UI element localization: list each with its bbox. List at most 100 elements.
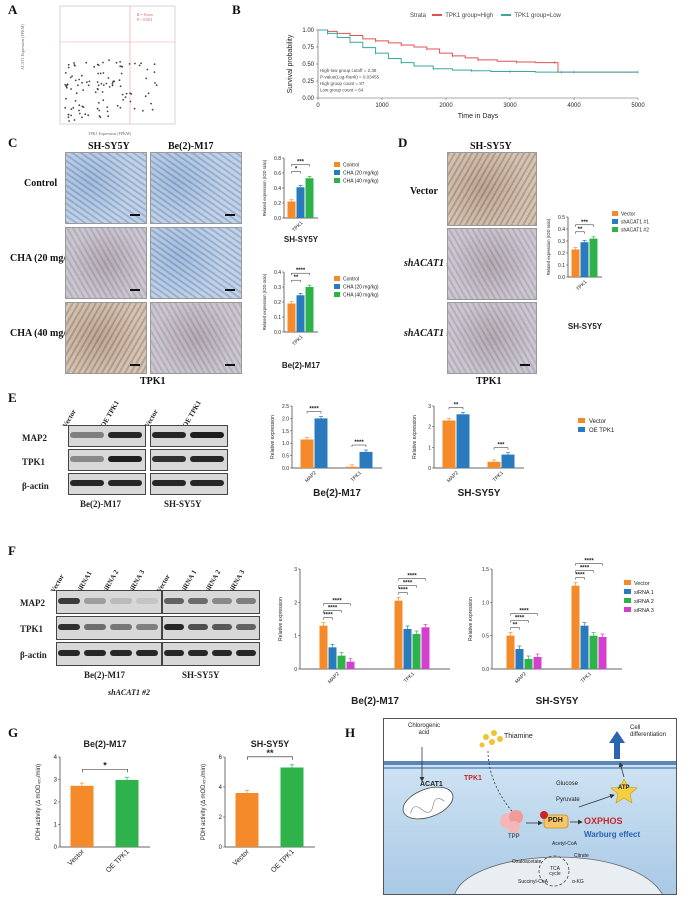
significance-label: **: [578, 227, 583, 233]
y-tick-label: 0.5: [482, 634, 489, 640]
scatter-point: [67, 66, 70, 69]
significance-label: ****: [575, 573, 585, 579]
scatter-point: [102, 99, 105, 102]
ihc-sh-cha40: [65, 302, 147, 374]
h-oxphos: OXPHOS: [584, 816, 623, 826]
blot-membrane: [150, 473, 228, 495]
h-glucose: Glucose: [556, 781, 579, 787]
scatter-point: [73, 62, 75, 64]
chart-title: SH-SY5Y: [284, 235, 319, 244]
legend-swatch: [334, 170, 340, 175]
y-axis-label: Related expression (IOD ratio): [262, 273, 267, 330]
scale-bar: [225, 289, 235, 291]
h-pyruvate: Pyruvate: [556, 797, 580, 803]
scatter-point: [64, 83, 67, 86]
y-tick-label: 1: [294, 634, 297, 640]
y-tick-label: 0: [219, 845, 223, 851]
scatter-point: [78, 78, 80, 81]
bar: [487, 461, 501, 468]
blot-band: [164, 650, 184, 656]
blot-membrane: [68, 425, 146, 447]
significance-bracket: [291, 272, 310, 276]
legend-label: Control: [343, 163, 359, 169]
h-tpp: TPP: [508, 834, 520, 840]
y-tick-label: 1.5: [482, 567, 489, 573]
scatter-point: [112, 80, 115, 82]
scale-bar: [130, 214, 140, 216]
significance-bracket: [575, 563, 603, 566]
ihc-d-sh1: [447, 228, 537, 300]
significance-bracket: [575, 224, 594, 227]
significance-bracket: [291, 164, 310, 167]
scatter-point: [96, 81, 99, 83]
bar: [287, 201, 296, 218]
bar: [70, 785, 94, 847]
significance-label: ****: [580, 566, 590, 572]
scatter-point: [99, 72, 102, 75]
blot-band: [84, 650, 106, 656]
scatter-point: [98, 109, 101, 112]
significance-label: *: [295, 166, 298, 172]
scatter-point: [64, 106, 67, 109]
legend-swatch: [334, 284, 340, 289]
x-tick-label: TPK1: [291, 334, 304, 347]
blot-band: [58, 624, 80, 630]
scatter-point: [107, 77, 110, 79]
chart-title: SH-SY5Y: [536, 696, 579, 707]
blot-band: [190, 432, 224, 438]
h-tpk1: TPK1: [464, 775, 482, 782]
y-axis-label: Related expression (IOD ratio): [546, 218, 551, 275]
significance-bracket: [351, 444, 367, 448]
bar: [235, 793, 259, 847]
km-legend-low: TPK1 group=Low: [514, 13, 561, 19]
legend-label: CHA (20 mg/kg): [343, 285, 379, 291]
x-tick-label: TPK1: [350, 470, 363, 483]
significance-bracket: [448, 407, 464, 410]
km-stat: Low group count = 64: [320, 88, 364, 93]
scatter-point: [144, 95, 147, 98]
scatter-point: [122, 98, 125, 101]
blot-band: [152, 480, 186, 486]
bar: [359, 451, 373, 468]
km-legend-low-swatch: [500, 14, 511, 16]
y-tick-label: 0.75: [302, 45, 314, 51]
x-tick-label: OE TPK1: [105, 848, 131, 874]
legend-entry: OE TPK1: [578, 427, 614, 436]
y-axis-label: Relative expression: [412, 415, 418, 459]
h-thiamine: Thiamine: [504, 733, 533, 740]
y-tick-label: 1.0: [282, 441, 289, 447]
panel-letter-a: A: [8, 2, 18, 17]
scatter-point: [87, 84, 90, 87]
blot-sublabel: shACAT1 #2: [108, 688, 151, 697]
y-tick-label: 0.4: [558, 227, 565, 233]
scatter-point: [99, 116, 102, 119]
scatter-point: [70, 108, 73, 111]
y-tick-label: 3: [54, 778, 58, 784]
x-tick-label: TPK1: [580, 671, 593, 684]
significance-label: **: [454, 402, 459, 408]
pdh-box: [543, 814, 569, 829]
legend-label: siRNA 2: [634, 599, 654, 605]
y-tick-label: 4: [219, 785, 223, 791]
y-tick-label: 0.0: [482, 667, 489, 673]
scatter-point: [96, 88, 99, 90]
scatter-point: [96, 107, 99, 110]
x-tick-label: 3000: [503, 103, 517, 109]
chart-title: Be(2)-M17: [313, 488, 361, 499]
scatter-point: [69, 76, 72, 79]
bar: [115, 779, 139, 847]
ihc-be-cha40: [150, 302, 242, 374]
scatter-point: [128, 63, 131, 65]
f-legend: Vector siRNA 1 siRNA 2 siRNA 3: [624, 580, 654, 616]
scatter-point: [138, 64, 141, 67]
significance-label: **: [513, 623, 518, 629]
panel-letter-b: B: [232, 2, 241, 17]
bar: [314, 418, 328, 468]
blot-band: [110, 624, 132, 630]
km-stat: P-value(Log-Rank) = 0.03455: [320, 75, 380, 80]
y-tick-label: 0.0: [274, 330, 281, 336]
scatter-point: [118, 79, 121, 82]
x-tick-label: 2000: [439, 103, 453, 109]
bar: [421, 627, 430, 669]
significance-label: ****: [328, 606, 338, 612]
